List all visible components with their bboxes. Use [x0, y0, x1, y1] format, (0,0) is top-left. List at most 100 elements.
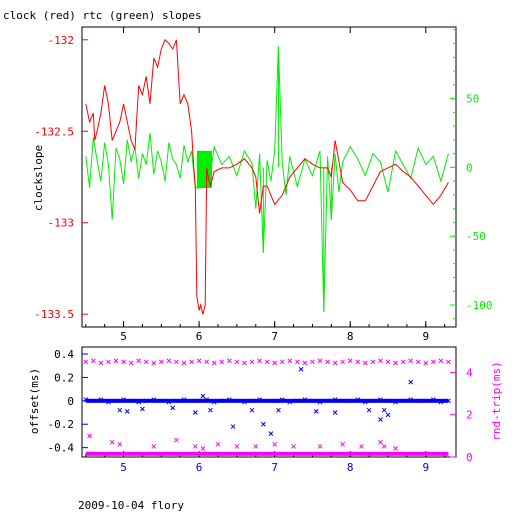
rnd-trip-point [234, 359, 240, 365]
rnd-trip-point [158, 359, 164, 365]
top-series-group [85, 38, 449, 315]
rnd-trip-point [408, 358, 414, 364]
offset-point [140, 406, 145, 412]
clock-series-line [85, 38, 449, 315]
top-x-tick-label: 9 [422, 330, 429, 343]
offset-point [385, 412, 391, 418]
offset-point [347, 398, 353, 404]
offset-point [196, 398, 202, 404]
rnd-trip-point [211, 360, 217, 366]
top-y-tick-label: -133.5 [34, 308, 74, 321]
rnd-trip-point [378, 439, 383, 445]
top-x-tick-label: 5 [120, 330, 127, 343]
offset-point [272, 398, 278, 404]
rnd-trip-point [415, 359, 421, 365]
rnd-trip-point [362, 360, 368, 366]
offset-point [200, 393, 206, 399]
offset-point [298, 366, 304, 372]
bottom-y2-tick-label: 2 [466, 409, 473, 422]
offset-point [204, 397, 210, 403]
bottom-x-tick-label: 7 [271, 461, 278, 474]
rnd-trip-point [310, 359, 315, 365]
rnd-trip-point [242, 360, 247, 366]
offset-point [279, 397, 285, 403]
offset-point [268, 431, 274, 436]
offset-point [332, 410, 338, 415]
rnd-trip-point [272, 360, 278, 366]
offset-point [136, 399, 142, 405]
offset-point [151, 397, 157, 403]
offset-point [113, 398, 119, 404]
offset-point [385, 398, 391, 404]
bottom-y2-tick-label: 0 [466, 451, 473, 464]
rnd-trip-point [90, 358, 96, 364]
rnd-trip-point [355, 359, 361, 365]
rnd-trip-point [226, 358, 232, 364]
rnd-trip-point [294, 359, 300, 365]
bottom-x-tick-label: 6 [196, 461, 203, 474]
rnd-trip-point [370, 359, 376, 365]
rnd-trip-point [279, 359, 285, 365]
offset-point [408, 397, 414, 403]
top-plot-frame [81, 26, 457, 328]
offset-point [408, 379, 414, 385]
rnd-trip-point [174, 437, 179, 443]
bottom-y2-axis-label: rnd-trip(ms) [490, 361, 503, 440]
rnd-trip-point [438, 358, 444, 364]
offset-point [260, 421, 266, 427]
rtc-series-line [85, 46, 449, 312]
offset-point [226, 397, 232, 403]
offset-point [381, 407, 387, 413]
offset-point [378, 417, 383, 422]
offset-point [249, 398, 255, 404]
offset-point [400, 398, 406, 404]
rnd-trip-point [200, 446, 206, 451]
rnd-trip-point [446, 359, 451, 365]
offset-point [287, 399, 293, 405]
rnd-trip-point [423, 360, 429, 366]
offset-point [121, 397, 126, 403]
top-x-tick-label: 8 [347, 330, 354, 343]
bottom-y-tick-label: -0.2 [48, 418, 75, 431]
bottom-y-tick-label: 0.4 [54, 348, 74, 361]
offset-point [317, 399, 323, 405]
offset-point [83, 397, 89, 403]
bottom-x-tick-label: 8 [347, 461, 354, 474]
bottom-panel: offset(ms) rnd-trip(ms) 5 6 7 8 9 0.4 0.2 0 -0.2… [28, 346, 503, 474]
bottom-y-tick-label: -0.4 [48, 442, 75, 455]
offset-point [166, 399, 172, 405]
offset-point [415, 398, 421, 404]
chart-title: clock (red) rtc (green) slopes [3, 9, 202, 22]
offset-point [90, 398, 96, 404]
offset-point [438, 399, 444, 405]
offset-point [276, 407, 281, 413]
offset-point [393, 399, 398, 405]
top-y-tick-label: -132.5 [34, 125, 74, 138]
rnd-trip-point [291, 444, 296, 449]
rnd-trip-point [136, 358, 142, 364]
offset-point [219, 398, 225, 404]
rnd-trip-point [215, 441, 221, 447]
rnd-trip-point [257, 358, 262, 364]
rnd-trip-point [378, 358, 383, 364]
rnd-trip-point [253, 444, 259, 449]
bottom-plot-frame [81, 346, 457, 458]
rnd-trip-point [196, 358, 202, 364]
top-x-tick-label: 7 [271, 330, 278, 343]
top-y-tick-label: -133 [48, 217, 75, 230]
rnd-trip-point [117, 441, 123, 447]
bottom-y2-tick-label: 4 [466, 366, 473, 379]
rnd-trip-point [302, 360, 308, 366]
rnd-trip-point [234, 444, 240, 449]
offset-point [117, 407, 123, 413]
offset-point [174, 398, 179, 404]
rnd-trip-point [385, 359, 391, 365]
offset-point [423, 398, 429, 404]
offset-point [257, 397, 262, 403]
offset-point [446, 398, 451, 404]
top-y2-tick-label: 0 [466, 161, 473, 174]
bottom-axis-ticks: 5 6 7 8 9 0.4 0.2 0 -0.2 -0.4 4 2 0 [48, 348, 474, 474]
rnd-trip-point [340, 441, 346, 447]
top-y2-tick-label: 50 [466, 93, 479, 106]
rnd-trip-point [106, 359, 111, 365]
